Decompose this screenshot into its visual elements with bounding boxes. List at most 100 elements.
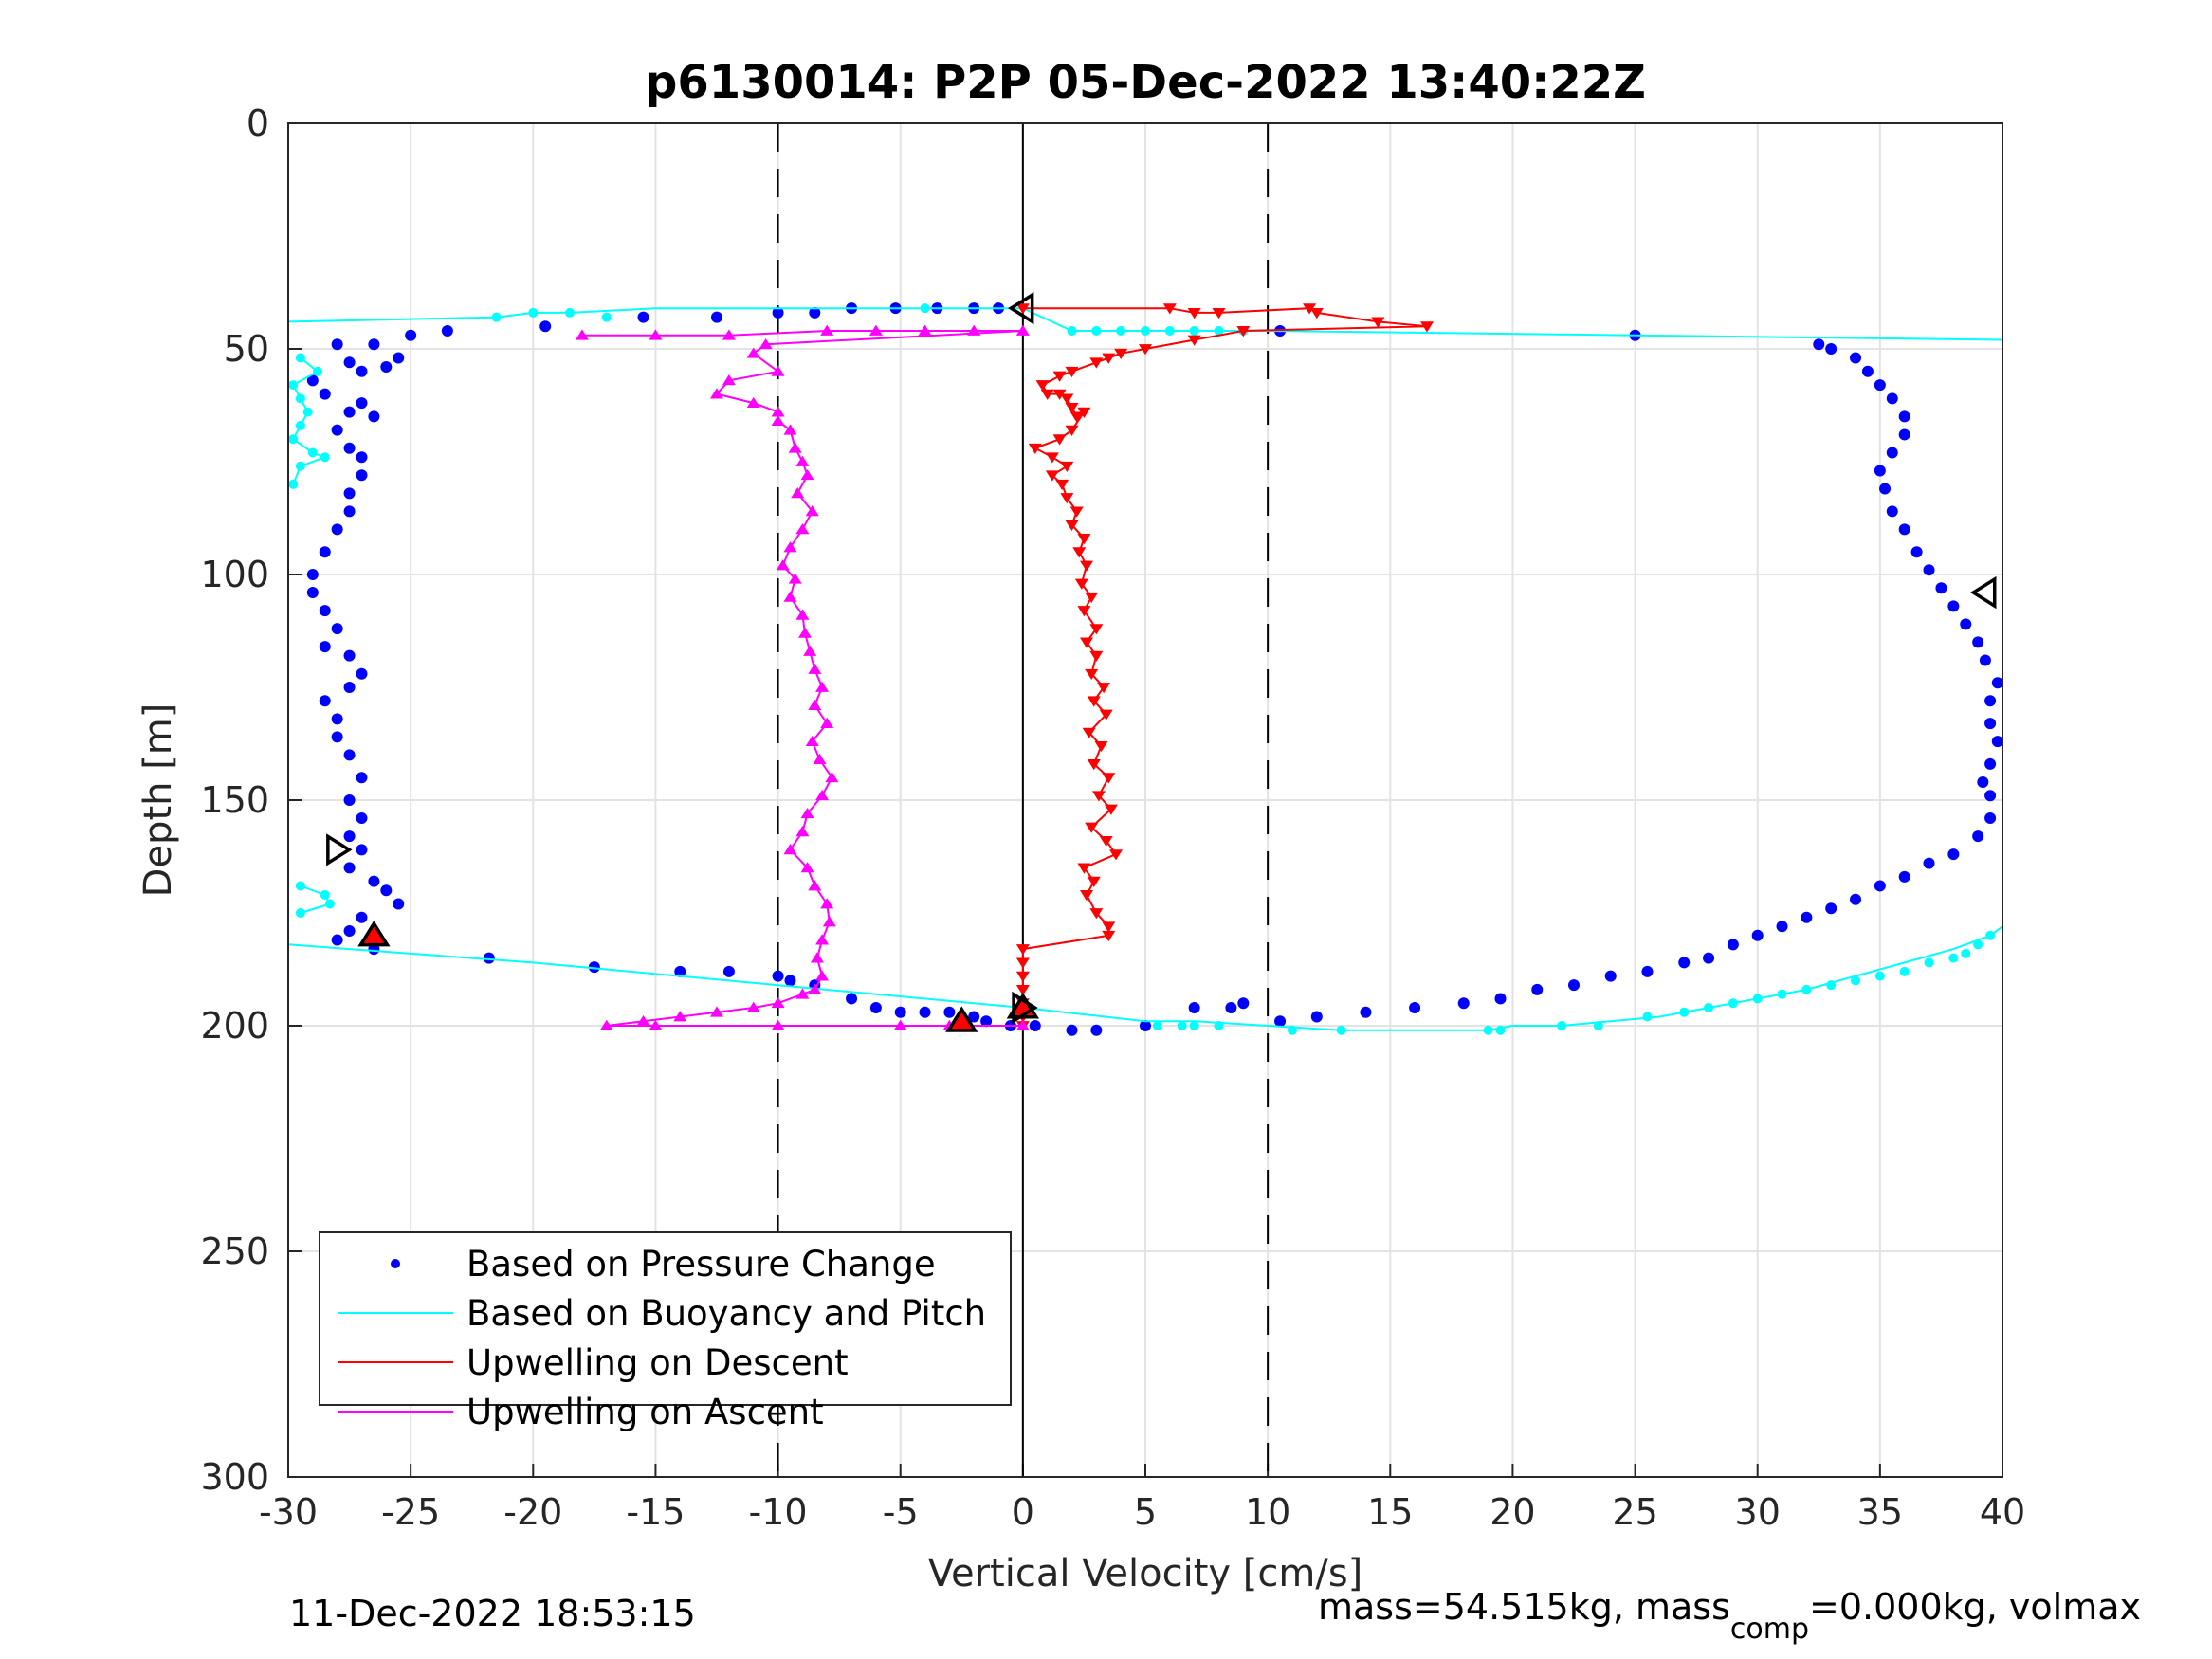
descent-upwelling-marker [1069, 506, 1084, 518]
pressure-change-point [380, 884, 393, 897]
x-tick-label: 35 [1857, 1491, 1903, 1533]
ascent-upwelling-marker [797, 627, 812, 638]
descent-upwelling-marker [1104, 804, 1118, 815]
pressure-change-point [356, 469, 368, 482]
pressure-change-point [1801, 911, 1813, 923]
descent-upwelling-marker [1102, 930, 1116, 942]
descent-upwelling-marker [1080, 637, 1094, 648]
pressure-change-point [356, 365, 368, 377]
ascent-upwelling-marker [815, 681, 830, 692]
buoyancy-pitch-marker [288, 479, 299, 489]
pressure-change-point [1874, 880, 1886, 892]
legend-swatch-dot [391, 1259, 400, 1268]
pressure-change-point [380, 361, 393, 374]
pressure-change-point [343, 749, 356, 761]
ascent-upwelling-marker [808, 983, 822, 994]
buoyancy-pitch-marker [295, 353, 305, 363]
ascent-upwelling-marker [893, 1019, 907, 1030]
descent-upwelling-marker [1102, 353, 1116, 364]
ascent-upwelling-marker [783, 591, 797, 602]
pressure-change-point [1984, 757, 1997, 770]
descent-upwelling-marker [1309, 308, 1324, 319]
pressure-change-point [1886, 447, 1898, 459]
buoyancy-pitch-marker [1801, 984, 1812, 994]
pressure-change-point [356, 772, 368, 784]
descent-upwelling-marker [1065, 425, 1079, 436]
pressure-change-point [1947, 848, 1960, 861]
pressure-change-point [1898, 523, 1910, 536]
pressure-change-point [393, 352, 405, 364]
x-tick-label: 20 [1490, 1491, 1535, 1533]
pressure-change-point [356, 451, 368, 464]
pressure-change-point [1188, 1001, 1200, 1013]
pressure-change-point [356, 667, 368, 680]
descent-upwelling-marker [1099, 709, 1113, 720]
ascent-upwelling-marker [808, 699, 822, 710]
x-tick-label: -5 [883, 1491, 919, 1533]
ascent-upwelling-marker [795, 455, 810, 466]
pressure-change-point [356, 812, 368, 825]
descent-upwelling-marker [1371, 317, 1385, 328]
buoyancy-pitch-marker [320, 889, 330, 900]
pressure-change-point [1874, 379, 1886, 392]
ascent-upwelling-marker [805, 735, 819, 747]
pressure-change-point [368, 338, 380, 351]
pressure-change-point [368, 875, 380, 887]
pressure-change-point [809, 306, 821, 319]
legend: Based on Pressure Change Based on Buoyanc… [319, 1231, 1012, 1432]
descent-upwelling-marker [1085, 822, 1099, 833]
pressure-change-point [943, 1006, 956, 1018]
ascent-upwelling-marker [795, 988, 810, 999]
x-tick-label: 5 [1134, 1491, 1157, 1533]
pressure-change-point [1225, 1001, 1237, 1013]
descent-upwelling-marker [1015, 944, 1030, 956]
descent-upwelling-marker [1077, 534, 1091, 545]
ascent-upwelling-marker [808, 663, 822, 674]
pressure-change-point [1310, 1011, 1323, 1023]
pressure-change-point [1850, 893, 1862, 905]
pressure-change-point [1977, 775, 1989, 788]
pressure-change-point [772, 306, 784, 319]
plot-frame [287, 122, 2003, 1478]
descent-upwelling-marker [1077, 606, 1091, 617]
pressure-change-point [1494, 993, 1507, 1005]
buoyancy-pitch-marker [920, 303, 930, 314]
buoyancy-pitch-marker [1593, 1021, 1603, 1030]
pressure-change-point [980, 1015, 993, 1028]
descent-upwelling-marker [1139, 344, 1152, 356]
pressure-change-point [674, 965, 686, 977]
ascent-upwelling-marker [810, 952, 824, 963]
pressure-change-point [539, 320, 552, 333]
pressure-change-point [1898, 428, 1910, 441]
pressure-change-point [331, 623, 343, 635]
descent-upwelling-marker [1091, 791, 1106, 802]
descent-upwelling-marker [1015, 985, 1030, 996]
ascent-upwelling-marker [800, 468, 814, 481]
ascent-upwelling-marker [771, 365, 785, 376]
descent-upwelling-marker [1102, 773, 1116, 784]
x-tick-label: 25 [1612, 1491, 1657, 1533]
pressure-change-point [306, 374, 319, 387]
pressure-change-point [356, 397, 368, 410]
descent-upwelling-marker [1109, 849, 1124, 861]
pressure-change-point [331, 934, 343, 946]
ascent-upwelling-marker [575, 329, 589, 340]
legend-box [319, 1231, 1012, 1406]
pressure-change-point [1029, 1020, 1041, 1031]
descent-upwelling-marker [1114, 348, 1128, 360]
descent-upwelling-marker [1015, 971, 1030, 982]
pressure-change-point [968, 1011, 980, 1023]
buoyancy-pitch-marker [324, 899, 335, 909]
pressure-change-point [368, 410, 380, 423]
pressure-change-point [846, 993, 858, 1005]
ascent-upwelling-marker [795, 609, 810, 620]
pressure-change-point [1923, 564, 1935, 576]
special-triangle-right-marker [326, 833, 353, 866]
descent-upwelling-marker [1052, 434, 1067, 446]
descent-upwelling-marker [1097, 683, 1111, 694]
y-axis-label: Depth [m] [137, 703, 180, 898]
ascent-upwelling-marker [808, 880, 822, 891]
buoyancy-pitch-marker [1899, 966, 1910, 976]
buoyancy-pitch-marker [1826, 980, 1837, 991]
